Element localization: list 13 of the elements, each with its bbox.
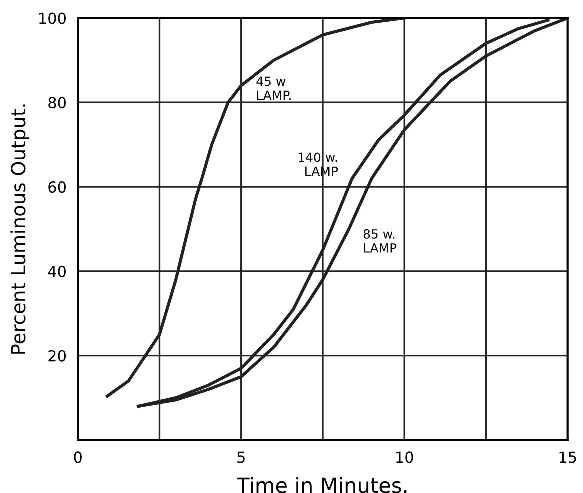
y-axis-title: Percent Luminous Output. — [10, 104, 30, 354]
x-tick-label: 15 — [560, 452, 576, 464]
y-tick-label: 100 — [40, 12, 66, 24]
x-axis-title: Time in Minutes. — [237, 477, 407, 493]
y-tick-label: 40 — [48, 266, 66, 278]
y-tick-label: 20 — [48, 350, 66, 362]
y-tick-label: 60 — [48, 182, 66, 194]
annotation: 45 w LAMP. — [256, 76, 291, 100]
x-tick-label: 10 — [396, 452, 414, 464]
y-tick-label: 80 — [48, 97, 66, 109]
annotation: 85 w. LAMP — [364, 229, 397, 253]
x-tick-label: 0 — [74, 452, 82, 464]
x-tick-label: 5 — [238, 452, 245, 464]
